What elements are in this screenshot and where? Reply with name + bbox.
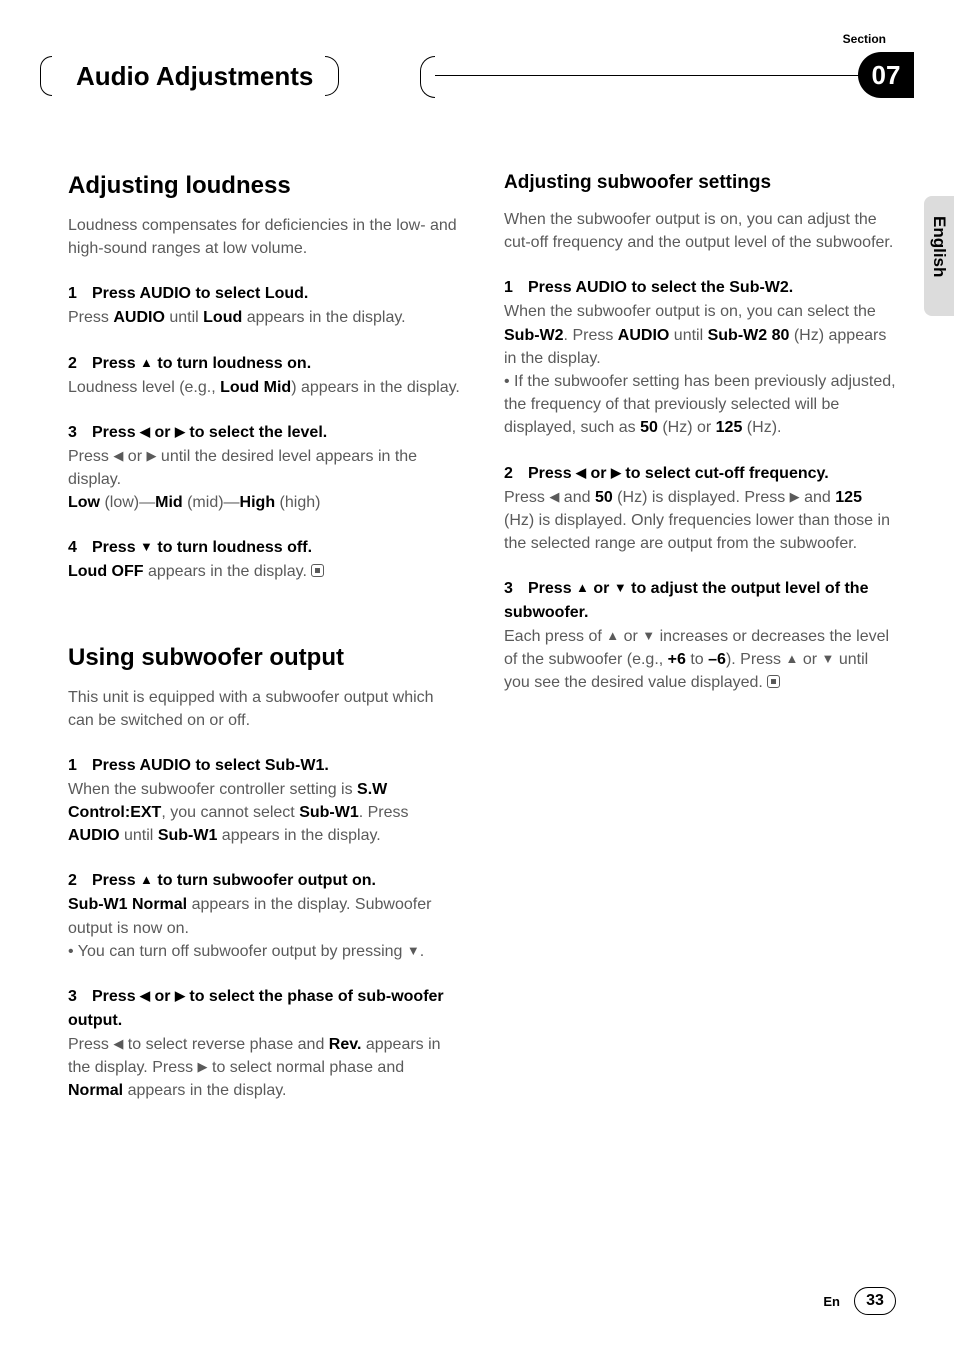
up-icon: ▲	[576, 580, 589, 595]
subset-step-1: 1Press AUDIO to select the Sub-W2. When …	[504, 276, 896, 439]
subset-step-2: 2Press ◀ or ▶ to select cut-off frequenc…	[504, 462, 896, 556]
step-body: Loudness level (e.g., Loud Mid) appears …	[68, 376, 460, 399]
footer-lang: En	[823, 1294, 840, 1309]
step-head: 1Press AUDIO to select the Sub-W2.	[504, 276, 896, 300]
step-head: 2Press ▲ to turn loudness on.	[68, 352, 460, 376]
loudness-step-3: 3Press ◀ or ▶ to select the level. Press…	[68, 421, 460, 515]
subout-step-1: 1Press AUDIO to select Sub-W1. When the …	[68, 754, 460, 848]
footer: En 33	[823, 1287, 896, 1315]
heading-loudness: Adjusting loudness	[68, 172, 460, 200]
step-head: 2Press ▲ to turn subwoofer output on.	[68, 869, 460, 893]
left-icon: ◀	[113, 448, 123, 463]
intro-loudness: Loudness compensates for deficiencies in…	[68, 214, 460, 260]
step-body: Each press of ▲ or ▼ increases or decrea…	[504, 625, 896, 695]
title-container: Audio Adjustments	[40, 56, 339, 96]
down-icon: ▼	[140, 539, 153, 554]
subout-step-3: 3Press ◀ or ▶ to select the phase of sub…	[68, 985, 460, 1103]
page-header: Section Audio Adjustments 07	[40, 0, 914, 92]
step-body: Press ◀ or ▶ until the desired level app…	[68, 445, 460, 515]
subout-step-2: 2Press ▲ to turn subwoofer output on. Su…	[68, 869, 460, 963]
up-icon: ▲	[140, 355, 153, 370]
language-tab-label: English	[929, 216, 949, 277]
step-body: Press AUDIO until Loud appears in the di…	[68, 306, 460, 329]
page-number: 33	[854, 1287, 896, 1315]
loudness-step-1: 1Press AUDIO to select Loud. Press AUDIO…	[68, 282, 460, 329]
left-icon: ◀	[549, 489, 559, 504]
right-icon: ▶	[146, 448, 156, 463]
loudness-step-2: 2Press ▲ to turn loudness on. Loudness l…	[68, 352, 460, 399]
loudness-step-4: 4Press ▼ to turn loudness off. Loud OFF …	[68, 536, 460, 583]
left-icon: ◀	[140, 424, 150, 439]
left-icon: ◀	[140, 988, 150, 1003]
end-mark-icon	[767, 675, 780, 688]
step-head: 2Press ◀ or ▶ to select cut-off frequenc…	[504, 462, 896, 486]
step-head: 3Press ▲ or ▼ to adjust the output level…	[504, 577, 896, 625]
step-head: 4Press ▼ to turn loudness off.	[68, 536, 460, 560]
step-head: 1Press AUDIO to select Loud.	[68, 282, 460, 306]
page-title: Audio Adjustments	[52, 61, 325, 92]
content: Adjusting loudness Loudness compensates …	[0, 92, 954, 1125]
right-icon: ▶	[175, 424, 185, 439]
bracket-left-icon	[40, 56, 52, 96]
left-column: Adjusting loudness Loudness compensates …	[68, 172, 460, 1125]
right-icon: ▶	[198, 1059, 208, 1074]
step-body: Press ◀ and 50 (Hz) is displayed. Press …	[504, 486, 896, 556]
subset-step-3: 3Press ▲ or ▼ to adjust the output level…	[504, 577, 896, 695]
up-icon: ▲	[786, 651, 799, 666]
heading-subout: Using subwoofer output	[68, 644, 460, 672]
up-icon: ▲	[140, 872, 153, 887]
down-icon: ▼	[822, 651, 835, 666]
left-icon: ◀	[576, 465, 586, 480]
step-body: When the subwoofer controller setting is…	[68, 778, 460, 848]
down-icon: ▼	[614, 580, 627, 595]
bracket-right-icon	[325, 56, 339, 96]
language-tab: English	[924, 196, 954, 316]
heading-subset: Adjusting subwoofer settings	[504, 172, 896, 194]
left-icon: ◀	[113, 1036, 123, 1051]
step-head: 1Press AUDIO to select Sub-W1.	[68, 754, 460, 778]
right-icon: ▶	[790, 489, 800, 504]
step-body: When the subwoofer output is on, you can…	[504, 300, 896, 439]
step-head: 3Press ◀ or ▶ to select the phase of sub…	[68, 985, 460, 1033]
step-body: Press ◀ to select reverse phase and Rev.…	[68, 1033, 460, 1103]
section-label: Section	[843, 32, 886, 46]
down-icon: ▼	[407, 943, 420, 958]
intro-subset: When the subwoofer output is on, you can…	[504, 208, 896, 254]
header-rule	[420, 75, 890, 76]
intro-subout: This unit is equipped with a subwoofer o…	[68, 686, 460, 732]
step-body: Sub-W1 Normal appears in the display. Su…	[68, 893, 460, 963]
right-icon: ▶	[611, 465, 621, 480]
end-mark-icon	[311, 564, 324, 577]
down-icon: ▼	[642, 628, 655, 643]
right-column: Adjusting subwoofer settings When the su…	[504, 172, 896, 1125]
right-icon: ▶	[175, 988, 185, 1003]
up-icon: ▲	[606, 628, 619, 643]
step-body: Loud OFF appears in the display.	[68, 560, 460, 583]
step-head: 3Press ◀ or ▶ to select the level.	[68, 421, 460, 445]
section-number: 07	[858, 52, 914, 98]
